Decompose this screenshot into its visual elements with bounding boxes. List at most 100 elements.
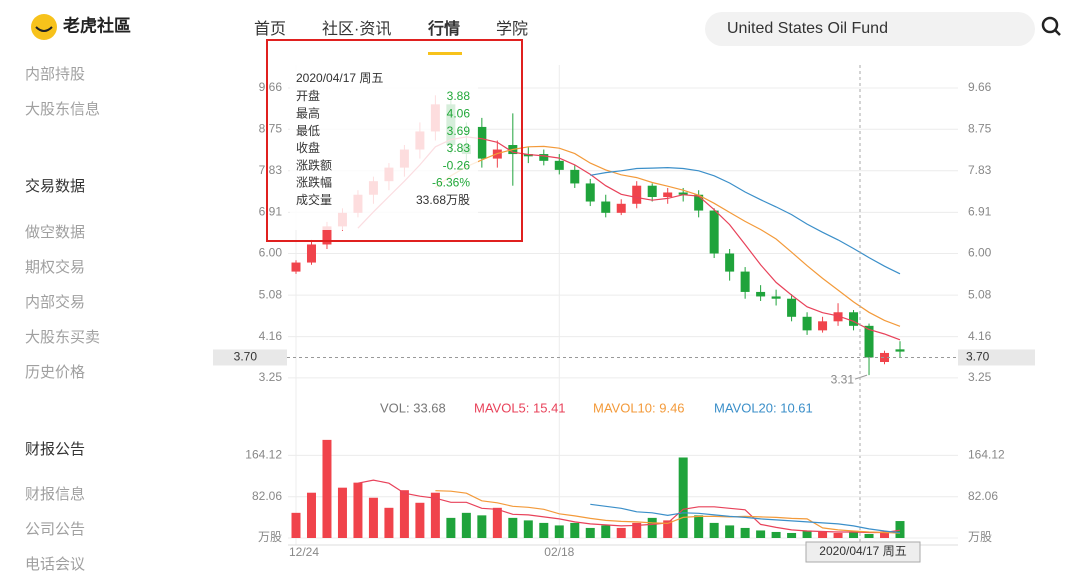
volume-bar	[446, 517, 456, 538]
volume-bar	[849, 531, 859, 538]
sidebar: 内部持股大股东信息交易数据做空数据期权交易内部交易大股东买卖历史价格财报公告财报…	[25, 66, 100, 572]
y-tick-label-right: 6.91	[968, 205, 992, 219]
candle-body	[694, 194, 704, 211]
sidebar-link[interactable]: 大股东信息	[25, 101, 100, 118]
candle-body	[291, 262, 301, 272]
candle-body	[771, 296, 781, 299]
logo-text[interactable]: 老虎社區	[62, 15, 131, 35]
sidebar-link[interactable]: 大股东买卖	[25, 329, 100, 346]
volume-bar	[570, 522, 580, 538]
volume-bar	[430, 492, 440, 538]
sidebar-link[interactable]: 历史价格	[25, 364, 85, 381]
y-tick-label-right: 8.75	[968, 121, 992, 135]
nav-item[interactable]: 学院	[496, 20, 528, 38]
sidebar-heading: 财报公告	[25, 441, 85, 458]
crosshair-date: 2020/04/17 周五	[819, 544, 906, 558]
volume-bar	[291, 512, 301, 538]
volume-bar	[554, 525, 564, 538]
logo-icon[interactable]	[31, 14, 57, 40]
current-price-box	[213, 349, 287, 366]
legend-entry: MAVOL20: 10.61	[714, 400, 813, 415]
sidebar-link[interactable]: 做空数据	[25, 224, 85, 241]
volume-bar	[647, 517, 657, 538]
current-price-label-right: 3.70	[966, 350, 990, 364]
y-tick-label-right: 万股	[968, 530, 992, 544]
candle-body	[306, 244, 316, 263]
tooltip-value: -0.26	[443, 158, 471, 172]
candle-body	[663, 192, 673, 197]
tooltip-label: 成交量	[296, 192, 332, 207]
sidebar-link[interactable]: 内部交易	[25, 293, 85, 311]
volume-bar	[585, 527, 595, 538]
tooltip-value: 3.88	[447, 89, 471, 103]
y-tick-label: 8.75	[259, 121, 283, 135]
sidebar-link[interactable]: 期权交易	[25, 258, 85, 276]
search-box[interactable]	[705, 12, 1035, 46]
logo-mark	[35, 26, 53, 32]
y-tick-label-right: 7.83	[968, 163, 992, 177]
volume-bar	[756, 530, 766, 538]
volume-bar	[725, 525, 735, 538]
ma-line	[357, 479, 901, 534]
header: 老虎社區 首页 社区·资讯 行情 学院 United States Oil Fu…	[31, 12, 1061, 55]
tooltip-label: 开盘	[296, 88, 320, 103]
tooltip-label: 最高	[296, 105, 320, 120]
tooltip-bg	[290, 65, 478, 230]
crosshair-date-box	[805, 541, 921, 563]
sidebar-link[interactable]: 电话会议	[25, 556, 85, 572]
candle-body	[725, 253, 735, 272]
y-tick-label: 9.66	[259, 80, 283, 94]
candle-body	[864, 325, 874, 358]
candle-body	[601, 201, 611, 213]
ma-line	[590, 166, 901, 275]
candle-body	[833, 312, 843, 322]
sidebar-link[interactable]: 公司公告	[25, 521, 85, 538]
sidebar-heading: 交易数据	[25, 177, 85, 195]
volume-bar	[616, 527, 626, 538]
volume-bar	[678, 457, 688, 538]
tooltip-label: 涨跌额	[296, 157, 332, 172]
volume-bar	[461, 512, 471, 538]
nav-underline	[428, 52, 462, 55]
legend-entry: MAVOL5: 15.41	[474, 400, 566, 415]
volume-bar	[740, 527, 750, 538]
sidebar-link[interactable]: 财报信息	[25, 486, 85, 503]
y-tick-label-right: 164.12	[968, 448, 1005, 462]
candle-body	[895, 349, 905, 352]
tooltip-value: 4.06	[447, 106, 471, 120]
y-tick-label: 3.25	[259, 370, 283, 384]
volume-bar	[632, 522, 642, 538]
current-price-box-right	[958, 349, 1035, 366]
volume-bar	[477, 515, 487, 538]
candle-body	[554, 160, 564, 170]
sidebar-link[interactable]: 内部持股	[25, 66, 85, 83]
nav-item[interactable]: 社区·资讯	[322, 20, 391, 38]
y-tick-label: 164.12	[245, 448, 282, 462]
volume-legend: VOL: 33.68	[380, 400, 446, 415]
volume-bar	[492, 507, 502, 538]
tooltip-value: 3.83	[447, 141, 471, 155]
search-icon-handle	[1054, 29, 1061, 36]
volume-bar	[709, 522, 719, 538]
nav-item-active[interactable]: 行情	[427, 19, 460, 38]
y-tick-label: 5.08	[259, 287, 283, 301]
volume-bar	[415, 502, 425, 538]
volume-bar	[833, 532, 843, 538]
y-tick-label: 6.91	[259, 205, 283, 219]
nav-item[interactable]: 首页	[254, 20, 286, 38]
volume-bar	[539, 522, 549, 538]
candle-body	[632, 185, 642, 204]
tooltip-value: 33.68万股	[416, 193, 470, 207]
tooltip-value: 3.69	[447, 124, 471, 138]
volume-bar	[322, 439, 332, 538]
candle-body	[539, 154, 549, 161]
y-tick-label-right: 9.66	[968, 80, 992, 94]
candle-body	[322, 226, 332, 245]
search-text[interactable]: United States Oil Fund	[727, 20, 888, 37]
search-icon[interactable]	[1041, 16, 1059, 34]
current-price-label: 3.70	[234, 350, 258, 364]
legend-entry: MAVOL10: 9.46	[593, 400, 685, 415]
volume-bar	[663, 520, 673, 538]
tooltip-date: 2020/04/17 周五	[296, 71, 383, 85]
candle-body	[477, 126, 487, 159]
